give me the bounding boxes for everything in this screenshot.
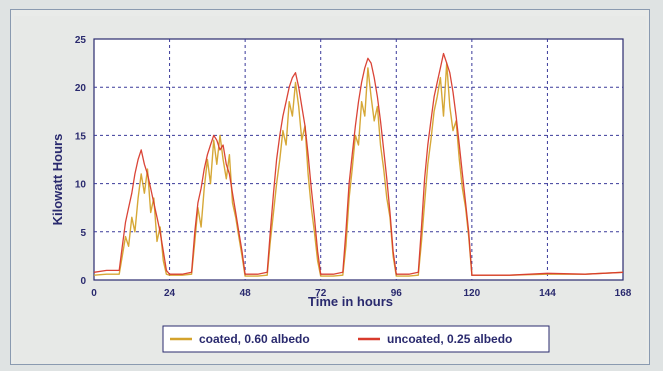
- y-tick-label: 20: [75, 83, 87, 94]
- legend: coated, 0.60 albedo uncoated, 0.25 albedo: [162, 325, 550, 353]
- x-tick-label: 120: [464, 288, 481, 299]
- x-tick-label: 72: [315, 288, 327, 299]
- x-tick-label: 48: [240, 288, 252, 299]
- legend-label-1: coated, 0.60 albedo: [199, 332, 310, 346]
- y-tick-label: 15: [75, 131, 87, 142]
- y-axis-title: Kilowatt Hours: [50, 134, 65, 226]
- series-line-1: [93, 62, 624, 277]
- y-tick-label: 10: [75, 180, 87, 191]
- legend-label-2: uncoated, 0.25 albedo: [387, 332, 512, 346]
- series-line-2: [93, 52, 624, 276]
- y-tick-label: 0: [80, 276, 86, 287]
- x-tick-label: 0: [91, 288, 97, 299]
- y-tick-label: 5: [80, 228, 86, 239]
- x-tick-label: 24: [164, 288, 176, 299]
- y-tick-label: 25: [75, 35, 87, 46]
- legend-box: [162, 325, 550, 353]
- x-tick-label: 96: [391, 288, 403, 299]
- plot-area: [93, 38, 624, 281]
- x-tick-label: 168: [615, 288, 632, 299]
- x-tick-label: 144: [539, 288, 556, 299]
- x-axis-title: Time in hours: [308, 294, 393, 309]
